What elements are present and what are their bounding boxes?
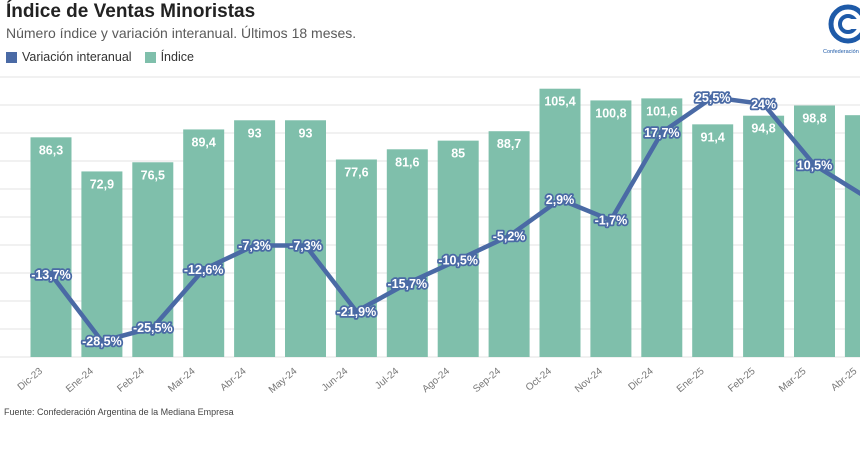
x-tick-label: Dic-24 <box>627 366 657 393</box>
x-tick-label: Oct-24 <box>524 366 554 394</box>
variation-point <box>454 256 462 264</box>
x-tick-label: Ene-24 <box>64 366 96 395</box>
variation-value-label: 24% <box>751 98 776 112</box>
bar-value-label: 101,6 <box>646 104 677 118</box>
variation-point <box>811 161 818 169</box>
bar-value-label: 86,3 <box>39 143 63 157</box>
x-tick-label: Ene-25 <box>675 366 707 395</box>
variation-value-label: -15,7% <box>387 277 427 291</box>
variation-value-label: -28,5% <box>82 335 122 349</box>
bar-value-label: 89,4 <box>192 135 216 149</box>
legend-item-index: Índice <box>144 50 194 64</box>
bar <box>437 140 479 357</box>
x-tick-label: May-24 <box>267 366 300 396</box>
x-tick-label: Jul-24 <box>373 366 401 392</box>
variation-point <box>47 270 55 278</box>
bar <box>285 120 326 357</box>
bar-value-label: 72,9 <box>90 177 114 191</box>
variation-point <box>98 337 106 345</box>
variation-value-label: 25,5% <box>695 91 730 105</box>
x-tick-label: Nov-24 <box>573 366 605 395</box>
x-tick-label: Mar-24 <box>166 366 198 395</box>
bar-value-label: 81,6 <box>395 155 419 169</box>
variation-value-label: -13,7% <box>31 268 71 282</box>
variation-point <box>505 232 513 240</box>
variation-point <box>709 93 717 101</box>
variation-point <box>760 100 768 108</box>
legend-item-variation: Variación interanual <box>6 50 132 64</box>
x-tick-label: Dic-23 <box>16 366 46 393</box>
bar-value-label: 98,8 <box>802 112 826 126</box>
legend-label-index: Índice <box>160 50 194 64</box>
x-tick-label: Abr-25 <box>829 366 859 394</box>
variation-value-label: -1,7% <box>595 214 628 228</box>
bar-value-label: 93 <box>299 126 313 140</box>
x-tick-label: Abr-24 <box>218 366 248 394</box>
bar-value-label: 85 <box>451 147 465 161</box>
x-tick-label: Feb-24 <box>115 366 147 395</box>
variation-value-label: -7,3% <box>238 239 271 253</box>
legend-label-variation: Variación interanual <box>22 50 132 64</box>
bar <box>386 149 428 357</box>
came-logo-icon: Confederación <box>818 2 860 58</box>
chart-subtitle: Número índice y variación interanual. Úl… <box>6 25 357 41</box>
bar-value-label: 88,7 <box>497 137 521 151</box>
bar-value-label: 76,5 <box>141 168 165 182</box>
variation-point <box>658 129 666 137</box>
x-tick-label: Ago-24 <box>420 366 452 395</box>
variation-value-label: 2,9% <box>546 193 575 207</box>
x-tick-label: Feb-25 <box>726 366 758 395</box>
bar-value-label: 77,6 <box>344 165 368 179</box>
x-tick-label: Mar-25 <box>777 366 809 395</box>
variation-value-label: -21,9% <box>337 305 377 319</box>
variation-value-label: 10,5% <box>797 159 832 173</box>
bar <box>844 115 860 357</box>
variation-value-label: -5,2% <box>493 229 526 243</box>
source-note: Fuente: Confederación Argentina de la Me… <box>4 407 234 417</box>
variation-point <box>352 307 360 315</box>
bar <box>743 115 785 357</box>
bar <box>539 88 581 357</box>
variation-value-label: -10,5% <box>438 253 478 267</box>
bar-value-label: 94,8 <box>751 122 775 136</box>
bar <box>335 159 377 357</box>
bar-value-label: 91,4 <box>701 130 725 144</box>
bar <box>30 137 72 357</box>
bar-value-label: 93 <box>248 126 262 140</box>
variation-point <box>556 195 564 203</box>
bar <box>641 98 683 357</box>
variation-point <box>149 324 157 332</box>
bar <box>183 129 225 357</box>
bar <box>590 100 632 357</box>
variation-value-label: -12,6% <box>184 263 224 277</box>
variation-value-label: 17,7% <box>644 126 679 140</box>
chart-title: Índice de Ventas Minoristas <box>6 1 256 22</box>
variation-point <box>251 241 259 249</box>
legend-swatch-variation <box>6 51 17 63</box>
bar <box>692 124 734 357</box>
variation-point <box>200 265 208 273</box>
bar <box>234 120 276 357</box>
bar <box>81 171 123 357</box>
logo-text: Confederación <box>823 49 859 55</box>
variation-point <box>607 216 615 224</box>
variation-point <box>403 279 411 287</box>
x-tick-label: Sep-24 <box>471 366 503 395</box>
variation-point <box>302 241 309 249</box>
x-tick-label: Jun-24 <box>320 366 351 394</box>
variation-value-label: -7,3% <box>289 239 322 253</box>
variation-value-label: -25,5% <box>133 321 173 335</box>
bar-value-label: 105,4 <box>544 95 575 109</box>
bar-value-label: 100,8 <box>595 106 626 120</box>
legend-swatch-index <box>144 51 156 63</box>
legend: Variación interanual Índice <box>6 50 207 64</box>
bar <box>794 105 835 357</box>
